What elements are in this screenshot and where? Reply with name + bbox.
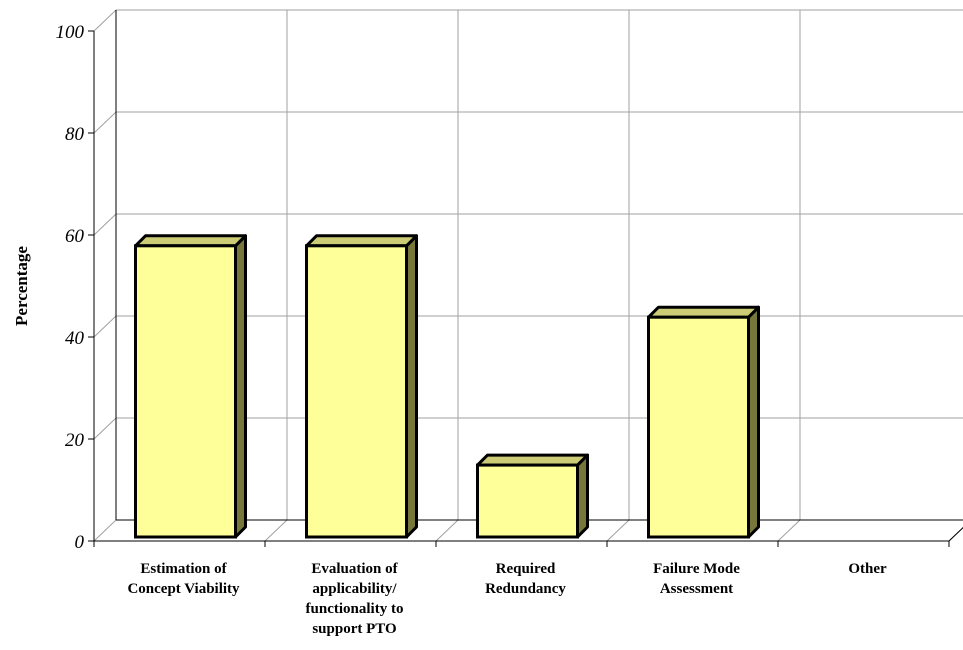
y-tick-label: 20 [65, 430, 85, 451]
gridline-diagonal [93, 417, 117, 440]
gridline-diagonal [93, 213, 117, 236]
bar-front-face [305, 244, 408, 539]
gridline-floor-diagonal [777, 519, 801, 542]
x-category-label-line: applicability/ [312, 581, 397, 597]
x-category-label-line: Other [848, 561, 887, 577]
x-category-label: Required Redundancy [485, 561, 566, 597]
gridline-floor-diagonal [264, 519, 288, 542]
y-tick-label: 40 [65, 328, 85, 349]
bar-layer [134, 234, 760, 539]
bar-front-face [476, 463, 579, 539]
x-category-label-line: functionality to [306, 601, 404, 617]
bar [476, 453, 589, 539]
gridline-diagonal [93, 9, 117, 32]
bar-front-face [647, 315, 750, 539]
gridline-diagonal [93, 111, 117, 134]
x-category-label-line: Redundancy [485, 581, 566, 597]
gridline-floor-diagonal [948, 526, 963, 542]
axis-layer [88, 10, 963, 547]
x-category-label-line: Evaluation of [311, 561, 398, 577]
x-category-label: Estimation of Concept Viability [127, 561, 240, 597]
x-category-label: Other [848, 561, 887, 577]
bar-top-face [134, 234, 247, 248]
y-tick-label: 80 [65, 124, 85, 145]
bar-top-face [305, 234, 418, 248]
x-category-label-line: Concept Viability [127, 581, 240, 597]
bar [134, 234, 247, 539]
x-category-label-line: Assessment [660, 581, 733, 597]
gridline-diagonal [93, 519, 117, 542]
gridline-floor-diagonal [606, 519, 630, 542]
y-tick-label: 60 [65, 226, 85, 247]
label-layer: 0 20 40 60 80 100 Estimation of Concept Viabili… [12, 22, 887, 637]
bar [647, 305, 760, 539]
x-category-label-line: support PTO [312, 621, 396, 637]
x-category-label: Failure Mode Assessment [653, 561, 740, 597]
y-axis-title: Percentage [12, 246, 31, 326]
x-category-label-line: Estimation of [140, 561, 227, 577]
bar-front-face [134, 244, 237, 539]
x-category-label: Evaluation of applicability/functionality… [306, 561, 404, 637]
gridline-diagonal [93, 315, 117, 338]
x-category-label-line: Failure Mode [653, 561, 740, 577]
bar-top-face [476, 453, 589, 467]
y-tick-label: 100 [56, 22, 85, 43]
y-tick-label: 0 [75, 532, 85, 553]
floor-right-edge [948, 526, 963, 542]
gridline-floor-diagonal [435, 519, 459, 542]
x-category-label-line: Required [496, 561, 556, 577]
bar [305, 234, 418, 539]
